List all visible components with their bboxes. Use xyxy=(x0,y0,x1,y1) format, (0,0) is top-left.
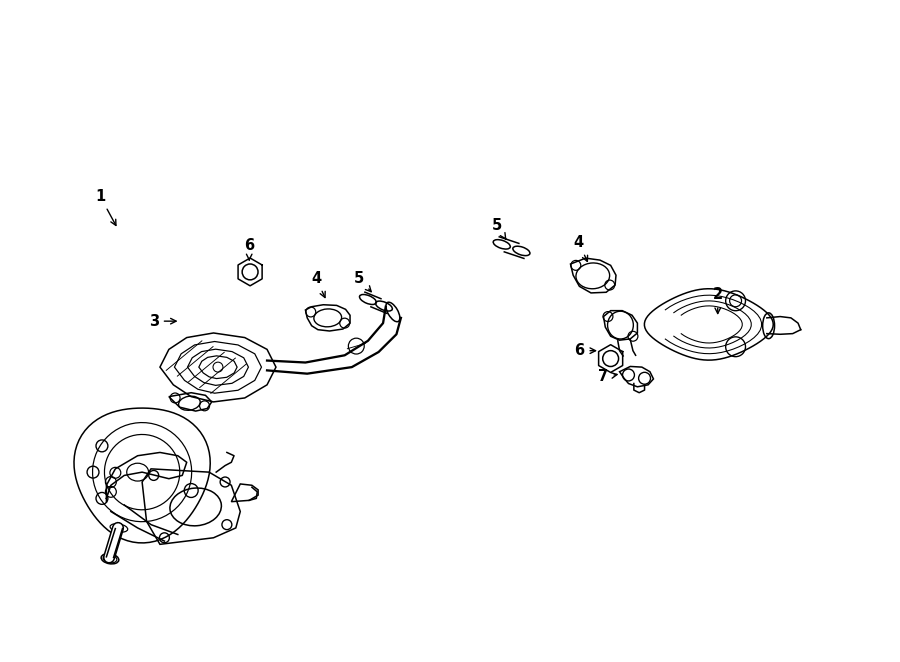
Text: 6: 6 xyxy=(574,343,596,358)
Text: 5: 5 xyxy=(354,271,371,292)
Text: 1: 1 xyxy=(95,189,116,226)
Text: 3: 3 xyxy=(148,314,176,328)
Text: 7: 7 xyxy=(598,369,617,385)
Text: 4: 4 xyxy=(573,235,588,261)
Text: 6: 6 xyxy=(244,238,255,260)
Text: 5: 5 xyxy=(492,218,506,239)
Text: 4: 4 xyxy=(311,271,325,297)
Text: 2: 2 xyxy=(713,287,723,314)
